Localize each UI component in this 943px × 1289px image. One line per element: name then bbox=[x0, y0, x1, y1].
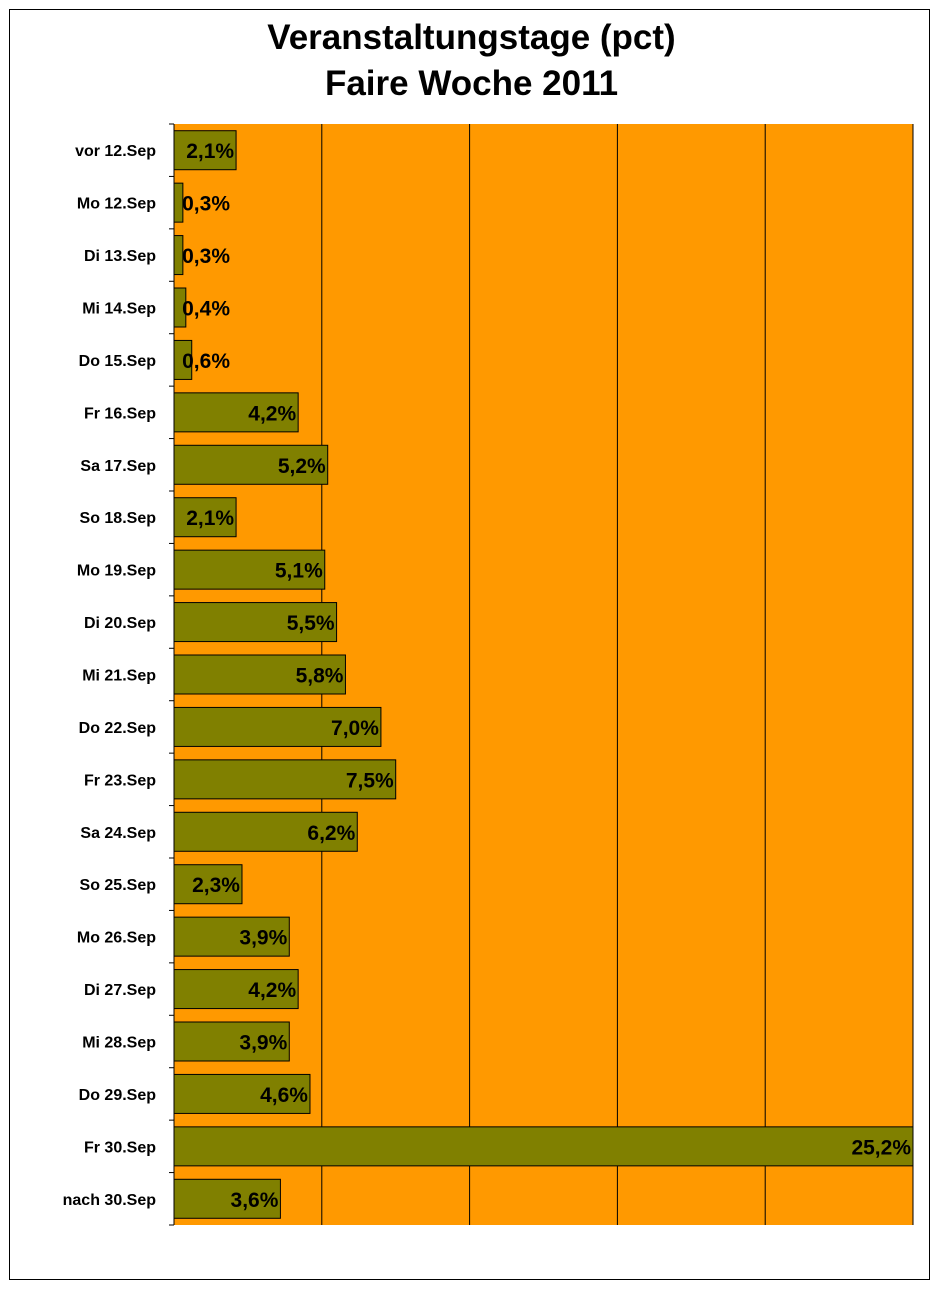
data-label: 7,5% bbox=[346, 769, 394, 792]
data-label: 4,6% bbox=[260, 1084, 308, 1107]
bar bbox=[173, 130, 237, 171]
data-label: 0,3% bbox=[182, 245, 230, 268]
category-label: Do 15.Sep bbox=[79, 353, 157, 370]
bar bbox=[173, 811, 358, 852]
category-label: Fr 16.Sep bbox=[84, 405, 156, 422]
data-label: 5,2% bbox=[278, 455, 326, 478]
bar bbox=[173, 654, 346, 695]
data-label: 3,6% bbox=[231, 1189, 279, 1212]
bar bbox=[173, 392, 299, 433]
data-label: 2,1% bbox=[186, 140, 234, 163]
bar bbox=[173, 235, 184, 276]
bar bbox=[173, 969, 299, 1010]
bar bbox=[173, 182, 184, 223]
bar bbox=[173, 864, 243, 905]
bar bbox=[173, 916, 290, 957]
category-label: Mi 14.Sep bbox=[82, 301, 156, 318]
data-label: 7,0% bbox=[331, 717, 379, 740]
category-label: vor 12.Sep bbox=[75, 143, 156, 160]
bar bbox=[173, 497, 237, 538]
data-label: 0,4% bbox=[182, 298, 230, 321]
category-label: Mo 12.Sep bbox=[77, 196, 156, 213]
data-label: 6,2% bbox=[307, 822, 355, 845]
data-label: 0,6% bbox=[182, 350, 230, 373]
bar bbox=[173, 1073, 311, 1114]
value-labels: 2,1% 0,3% 0,3% 0,4% 0,6% 4,2% 5,2% 2,1% 5,1% 5,5%… bbox=[182, 140, 911, 1212]
data-label: 5,5% bbox=[287, 612, 335, 635]
data-label: 0,3% bbox=[182, 193, 230, 216]
bar bbox=[173, 444, 329, 485]
bar bbox=[173, 759, 397, 800]
category-label: Sa 17.Sep bbox=[80, 458, 156, 475]
category-label: Di 13.Sep bbox=[84, 248, 156, 265]
bar bbox=[173, 1021, 290, 1062]
bar bbox=[173, 602, 338, 643]
category-label: Di 27.Sep bbox=[84, 982, 156, 999]
bar bbox=[173, 706, 382, 747]
data-label: 3,9% bbox=[239, 1032, 287, 1055]
category-label: So 18.Sep bbox=[80, 510, 157, 527]
data-label: 5,8% bbox=[296, 665, 344, 688]
bar bbox=[173, 549, 326, 590]
category-label: Di 20.Sep bbox=[84, 615, 156, 632]
chart-title-line-1: Veranstaltungstage (pct) bbox=[267, 18, 676, 57]
category-label: Do 22.Sep bbox=[79, 720, 157, 737]
category-label: Do 29.Sep bbox=[79, 1087, 157, 1104]
category-label: Mi 28.Sep bbox=[82, 1035, 156, 1052]
chart-title-line-2: Faire Woche 2011 bbox=[324, 64, 619, 103]
category-label: Mo 19.Sep bbox=[77, 563, 156, 580]
data-label: 2,3% bbox=[192, 874, 240, 897]
data-label: 5,1% bbox=[275, 560, 323, 583]
bar bbox=[173, 339, 193, 380]
category-label: Mo 26.Sep bbox=[77, 930, 156, 947]
category-label: Sa 24.Sep bbox=[80, 825, 156, 842]
category-labels: vor 12.Sep Mo 12.Sep Di 13.Sep Mi 14.Sep Do … bbox=[63, 143, 157, 1209]
data-label: 25,2% bbox=[851, 1136, 911, 1159]
bar bbox=[173, 1178, 281, 1219]
data-label: 4,2% bbox=[248, 979, 296, 1002]
data-label: 4,2% bbox=[248, 402, 296, 425]
data-label: 2,1% bbox=[186, 507, 234, 530]
bar bbox=[173, 1126, 914, 1167]
bar bbox=[173, 287, 187, 328]
category-label: Mi 21.Sep bbox=[82, 668, 156, 685]
category-label: So 25.Sep bbox=[80, 877, 157, 894]
category-label: Fr 23.Sep bbox=[84, 772, 156, 789]
category-label: nach 30.Sep bbox=[63, 1192, 157, 1209]
category-label: Fr 30.Sep bbox=[84, 1139, 156, 1156]
data-label: 3,9% bbox=[239, 927, 287, 950]
bars bbox=[173, 130, 914, 1219]
